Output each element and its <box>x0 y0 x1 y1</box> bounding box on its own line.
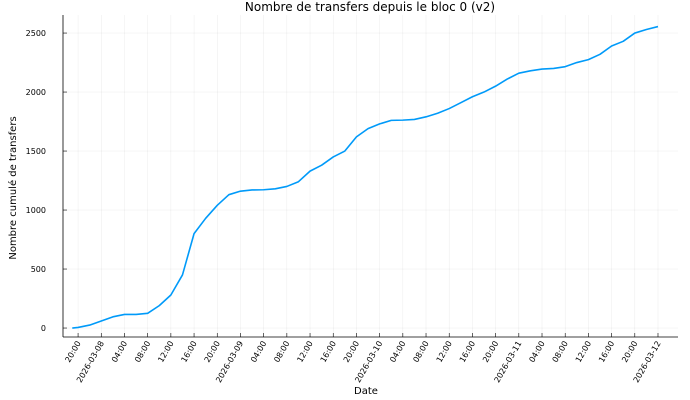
x-tick-label: 20:00 <box>620 340 639 364</box>
data-line <box>72 25 659 329</box>
y-tick-label: 2500 <box>26 29 46 38</box>
y-tick-label: 0 <box>41 324 46 333</box>
x-tick-label: 16:00 <box>597 340 616 364</box>
y-tick-label: 2000 <box>26 88 46 97</box>
x-tick-label: 08:00 <box>133 340 152 364</box>
x-tick-label: 16:00 <box>458 340 477 364</box>
x-tick-label: 04:00 <box>388 340 407 364</box>
y-tick-label: 500 <box>31 265 46 274</box>
y-tick-label: 1000 <box>26 206 46 215</box>
x-tick-label: 20:00 <box>63 340 82 364</box>
x-tick-label: 04:00 <box>527 340 546 364</box>
y-axis-label: Nombre cumulé de transfers <box>7 116 19 259</box>
x-tick-label: 08:00 <box>411 340 430 364</box>
x-tick-label: 08:00 <box>551 340 570 364</box>
chart-title: Nombre de transfers depuis le bloc 0 (v2… <box>245 0 495 14</box>
y-tick-label: 1500 <box>26 147 46 156</box>
x-tick-label: 12:00 <box>435 340 454 364</box>
x-tick-label: 12:00 <box>574 340 593 364</box>
x-tick-label: 20:00 <box>203 340 222 364</box>
x-tick-label: 16:00 <box>319 340 338 364</box>
x-tick-label: 16:00 <box>179 340 198 364</box>
x-tick-label: 20:00 <box>342 340 361 364</box>
x-tick-label: 12:00 <box>295 340 314 364</box>
x-axis-label: Date <box>354 386 378 397</box>
x-tick-label: 12:00 <box>156 340 175 364</box>
x-tick-label: 04:00 <box>249 340 268 364</box>
x-tick-label: 20:00 <box>481 340 500 364</box>
x-tick-label: 08:00 <box>272 340 291 364</box>
x-tick-label: 04:00 <box>110 340 129 364</box>
